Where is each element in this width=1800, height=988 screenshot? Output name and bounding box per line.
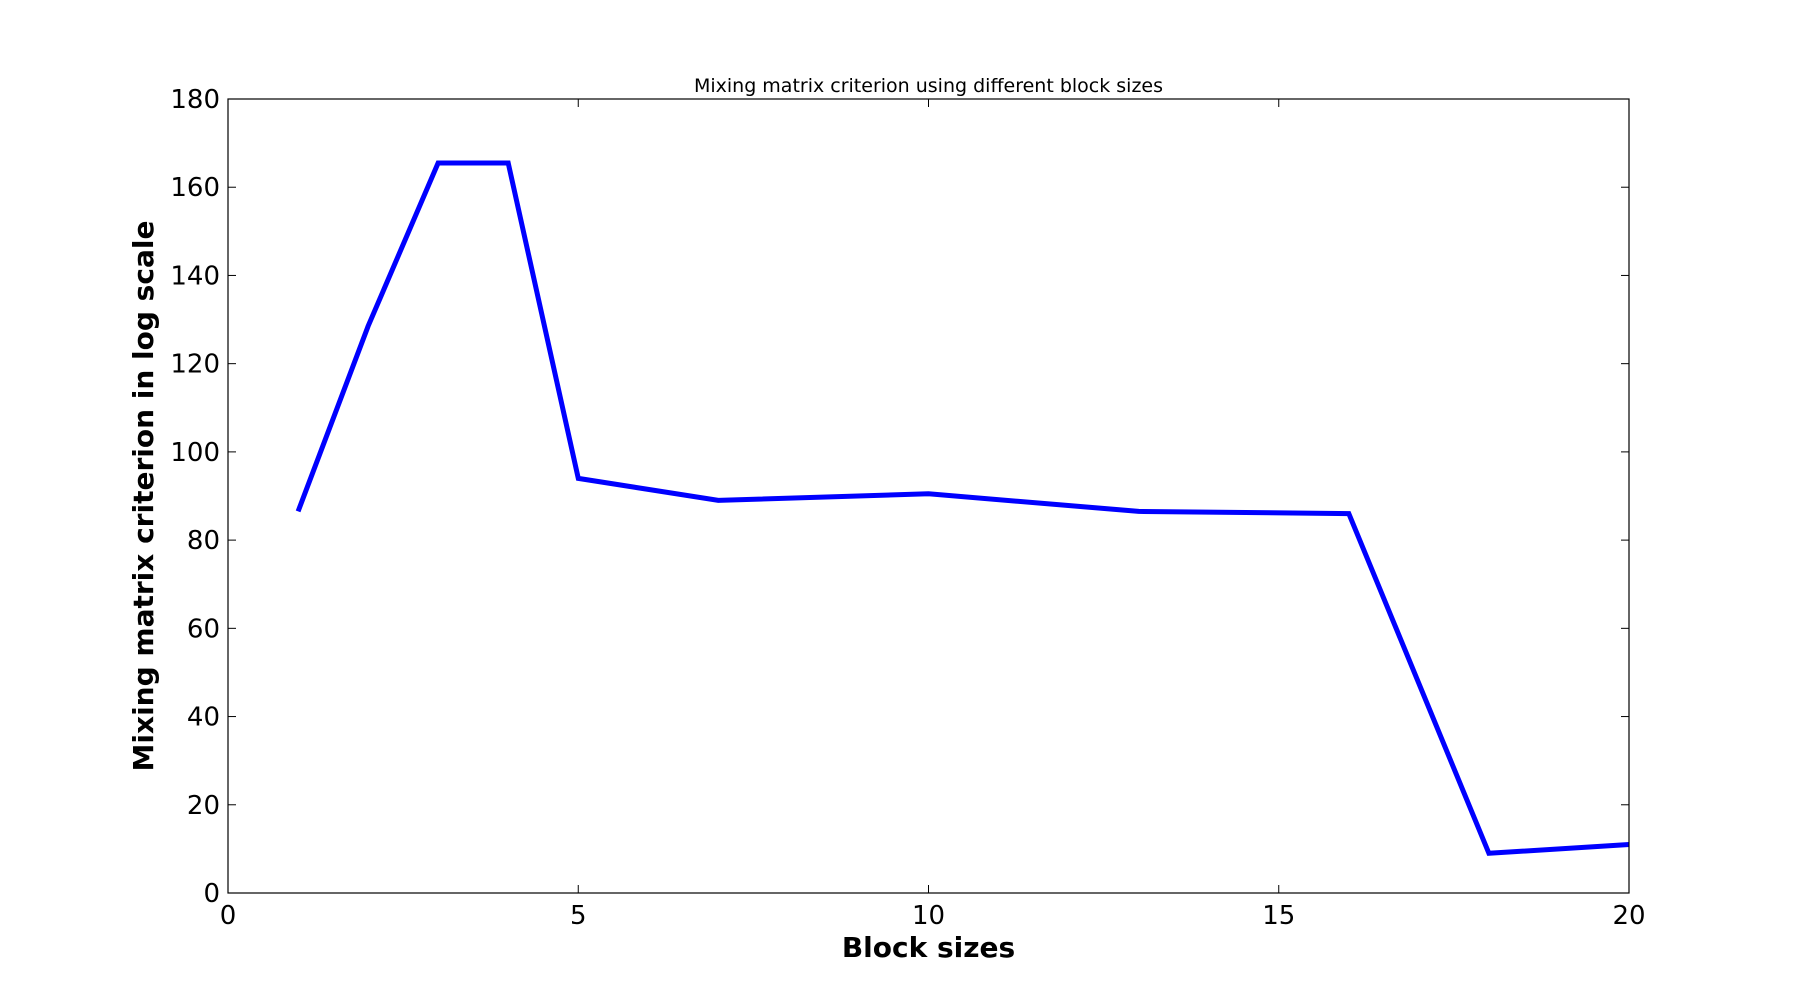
y-tick-label: 120 xyxy=(170,350,220,380)
y-tick-label: 80 xyxy=(187,526,220,556)
y-axis-label: Mixing matrix criterion in log scale xyxy=(127,221,160,772)
y-tick-label: 0 xyxy=(203,879,220,909)
y-tick-label: 60 xyxy=(187,614,220,644)
plot-area-frame xyxy=(227,98,1630,894)
y-tick-label: 140 xyxy=(170,261,220,291)
x-axis-label: Block sizes xyxy=(842,931,1015,964)
y-tick-label: 40 xyxy=(187,703,220,733)
x-tick-label: 10 xyxy=(912,901,945,931)
x-tick-label: 15 xyxy=(1262,901,1295,931)
y-tick-label: 100 xyxy=(170,438,220,468)
x-tick-label: 20 xyxy=(1612,901,1645,931)
chart-title: Mixing matrix criterion using different … xyxy=(694,75,1163,97)
y-tick-label: 160 xyxy=(170,173,220,203)
x-tick-label: 5 xyxy=(570,901,587,931)
x-tick-label: 0 xyxy=(220,901,237,931)
y-tick-label: 180 xyxy=(170,85,220,115)
y-tick-label: 20 xyxy=(187,791,220,821)
series-layer xyxy=(295,160,1630,856)
ticks-layer: 0 5 10 15 20 0 20 40 60 80 100 120 140 160 180 xyxy=(170,85,1645,931)
